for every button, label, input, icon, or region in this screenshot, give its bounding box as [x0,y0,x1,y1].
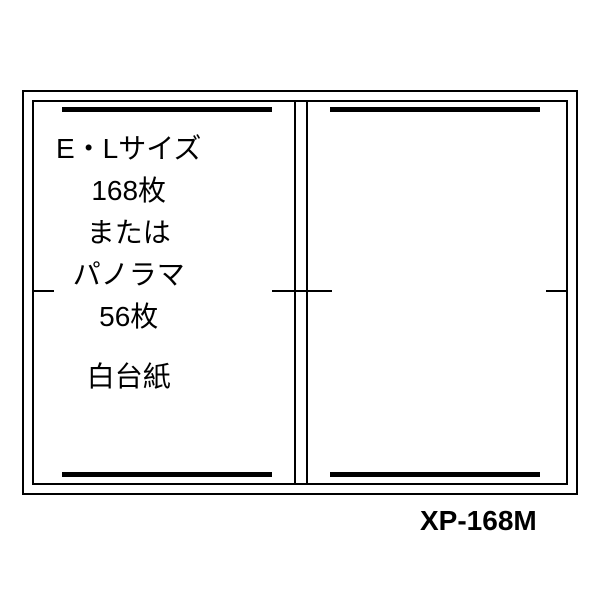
binding-strip-bottom-left [62,472,272,477]
text-line-4: パノラマ [56,254,201,296]
text-line-1: E・Lサイズ [56,128,201,170]
spine-line-left [294,100,296,485]
binding-strip-top-right [330,107,540,112]
text-line-3: または [56,212,201,254]
model-number: XP-168M [420,505,537,537]
text-line-6: 白台紙 [56,356,201,398]
spec-text: E・Lサイズ 168枚 または パノラマ 56枚 白台紙 [56,128,201,398]
text-line-5: 56枚 [56,296,201,338]
tick-mid-center [272,290,332,292]
binding-strip-top-left [62,107,272,112]
album-diagram: E・Lサイズ 168枚 または パノラマ 56枚 白台紙 [22,90,578,495]
text-line-2: 168枚 [56,170,201,212]
binding-strip-bottom-right [330,472,540,477]
tick-mid-right-outer [546,290,566,292]
tick-mid-left-outer [34,290,54,292]
spine-line-right [306,100,308,485]
